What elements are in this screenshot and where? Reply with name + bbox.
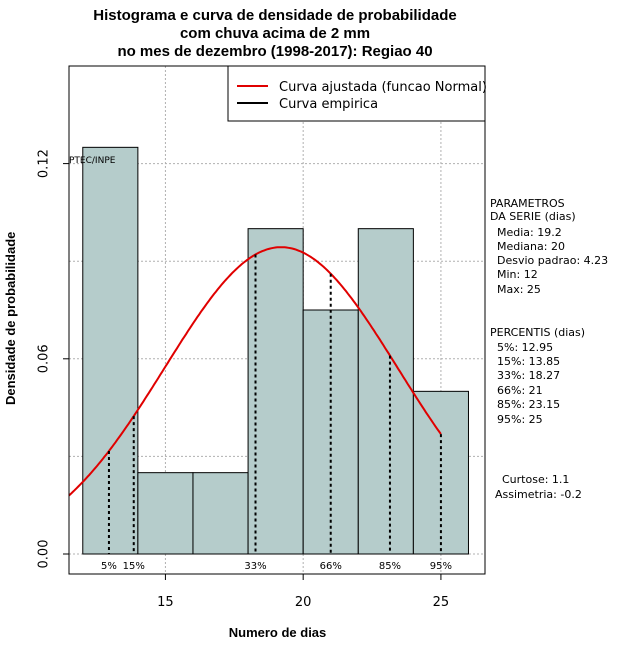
chart-title-line-2: com chuva acima de 2 mm (179, 25, 371, 42)
histogram-bar (247, 228, 304, 555)
percentile-33: 33%: 18.27 (490, 369, 561, 382)
percentiles-header: PERCENTIS (dias) (490, 326, 586, 339)
chart-title-line-3: no mes de dezembro (1998-2017): Regiao 4… (117, 43, 433, 60)
y-tick-label: 0.12 (37, 149, 52, 178)
params-header-1: PARAMETROS (490, 197, 565, 210)
param-media: Media: 19.2 (490, 226, 562, 239)
percentile-5: 5%: 12.95 (490, 341, 554, 354)
percentile-label: 5% (101, 561, 117, 572)
percentile-label: 85% (379, 561, 401, 572)
percentile-label: 15% (123, 561, 145, 572)
x-tick-label: 20 (295, 595, 312, 610)
legend-fitted-label: Curva ajustada (funcao Normal) (279, 80, 487, 95)
histogram-bar (137, 472, 194, 555)
y-tick-label: 0.06 (37, 344, 52, 373)
legend-empirical-label: Curva empirica (279, 97, 378, 112)
kurtosis-text: Curtose: 1.1 (495, 473, 570, 486)
skewness-text: Assimetria: -0.2 (495, 488, 582, 501)
x-tick-label: 25 (433, 595, 450, 610)
param-desvio: Desvio padrao: 4.23 (490, 254, 609, 267)
percentile-95: 95%: 25 (490, 413, 543, 426)
histogram-bar (82, 146, 139, 555)
percentile-66: 66%: 21 (490, 384, 543, 397)
legend-box (227, 65, 486, 122)
x-axis-label: Numero de dias (228, 625, 327, 640)
x-tick-label: 15 (157, 595, 174, 610)
percentile-15: 15%: 13.85 (490, 355, 561, 368)
param-max: Max: 25 (490, 283, 541, 296)
percentile-label: 66% (320, 561, 342, 572)
param-min: Min: 12 (490, 268, 538, 281)
watermark-text: PTEC/INPE (69, 156, 116, 166)
histogram-bar (192, 472, 249, 555)
percentile-label: 95% (430, 561, 452, 572)
param-mediana: Mediana: 20 (490, 240, 565, 253)
y-tick-label: 0.00 (37, 540, 52, 569)
histogram-bar (357, 228, 414, 555)
params-header-2: DA SERIE (dias) (490, 210, 576, 223)
percentile-85: 85%: 23.15 (490, 398, 561, 411)
chart-title-line-1: Histograma e curva de densidade de proba… (93, 7, 457, 24)
percentile-label: 33% (244, 561, 266, 572)
